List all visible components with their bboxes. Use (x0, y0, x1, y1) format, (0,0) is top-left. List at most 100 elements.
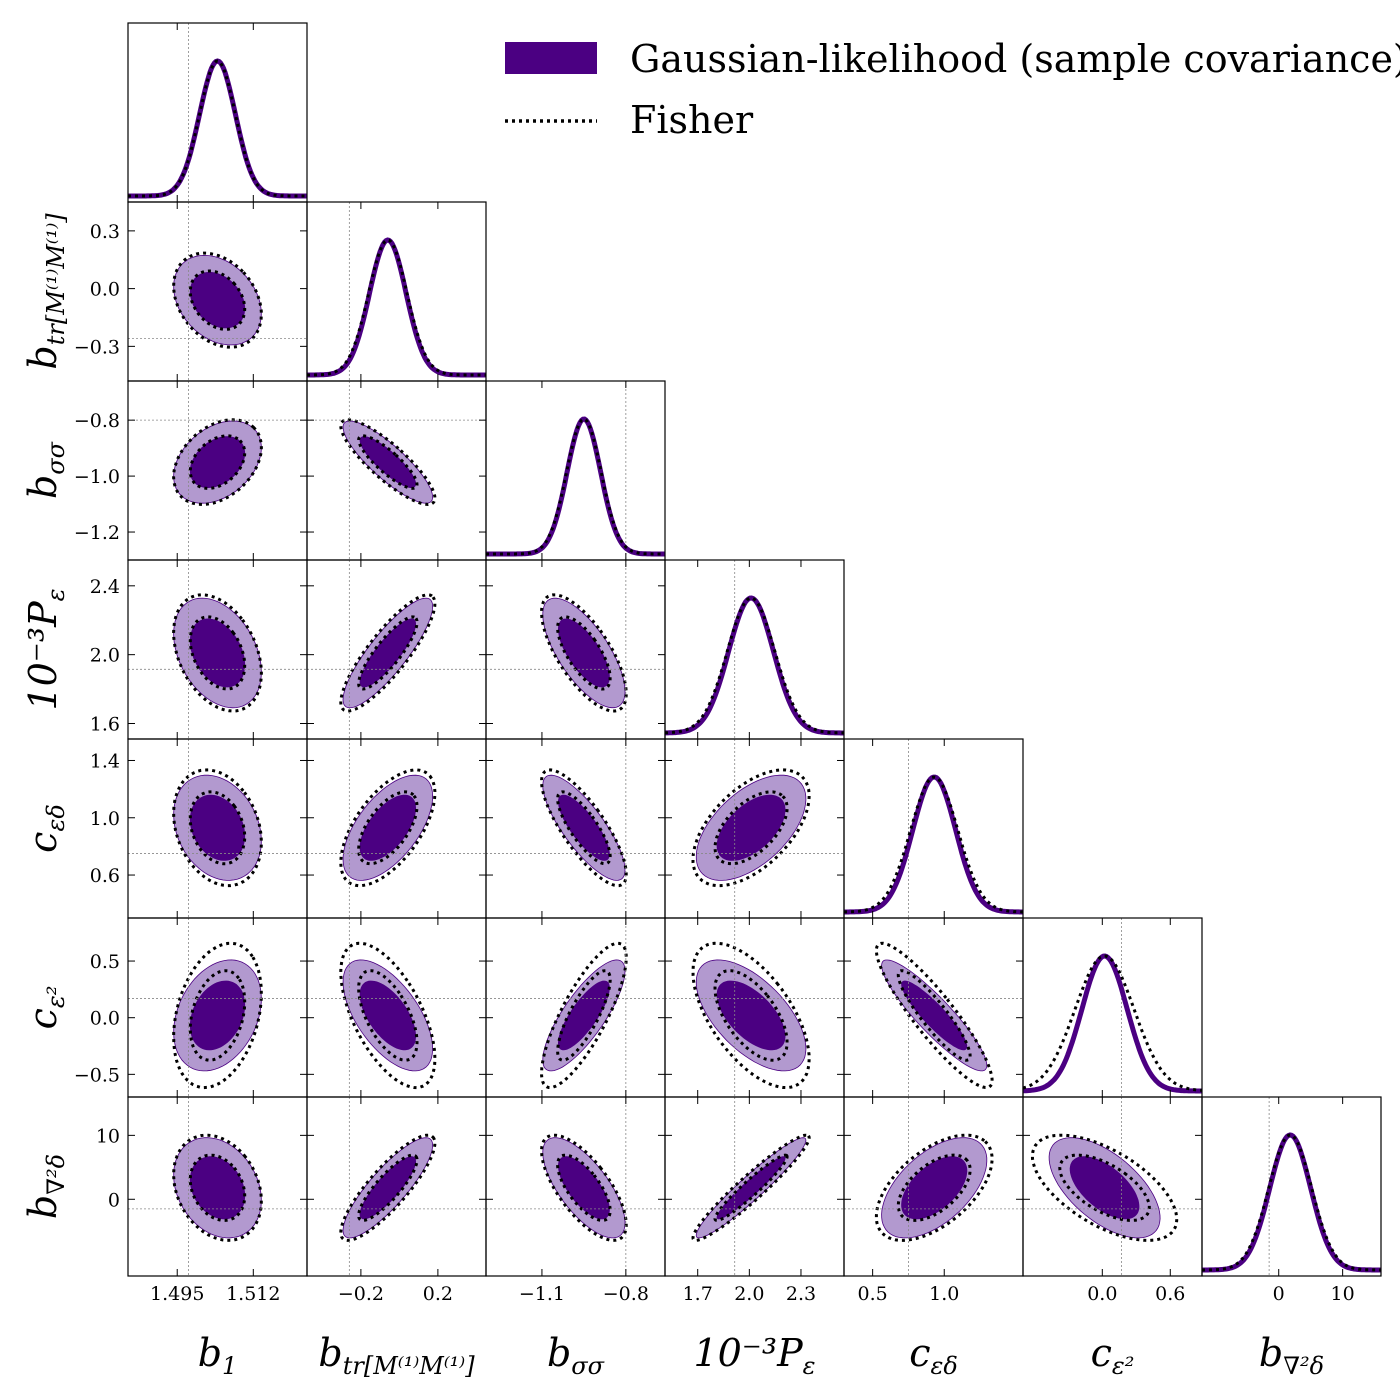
fisher-68-ce2-b1 (188, 969, 247, 1062)
panel-frame (485, 380, 666, 561)
y-axis-label-ced: cεδ (21, 804, 70, 853)
x-tick-label-b1: 1.512 (226, 1283, 280, 1305)
panel-bnd-ced (844, 1097, 1023, 1276)
y-tick-label-bss: −1.0 (74, 466, 120, 488)
y-tick-label-ce2: −0.5 (74, 1064, 120, 1086)
legend-swatch-gaussian (505, 42, 597, 74)
y-tick-label-bnd: 10 (96, 1125, 120, 1147)
panel-Peps-bss (486, 560, 665, 739)
y-axis-label-ce2: cε² (21, 986, 70, 1030)
fisher-1d-ce2 (1023, 954, 1202, 1092)
fisher-68-ce2-ced (896, 969, 972, 1062)
fisher-68-bnd-bss (556, 1153, 612, 1222)
fisher-95-ce2-btr (339, 941, 437, 1090)
panel-frame (664, 559, 845, 740)
fisher-68-bnd-b1 (188, 1153, 247, 1222)
fisher-68-Peps-bss (556, 615, 612, 691)
fisher-95-Peps-btr (339, 593, 437, 713)
fisher-68-ced-b1 (188, 790, 247, 866)
fisher-95-bnd-ced (874, 1133, 994, 1242)
fisher-95-bss-b1 (172, 418, 263, 507)
y-axis-label-bss: bσσ (21, 441, 70, 499)
fisher-1d-b1 (128, 59, 307, 198)
x-tick-label-bnd: 0 (1273, 1283, 1285, 1305)
legend-label-gaussian: Gaussian-likelihood (sample covariance) (630, 37, 1400, 81)
contour-68-ced-btr (359, 794, 416, 861)
contour-68-bnd-b1 (189, 1156, 246, 1220)
y-tick-label-ce2: 0.5 (90, 951, 120, 973)
x-tick-label-Peps: 2.0 (734, 1283, 764, 1305)
posterior-1d-bnd (1202, 1132, 1381, 1273)
fisher-68-bnd-Peps (713, 1153, 789, 1222)
fisher-1d-btr (307, 238, 486, 377)
panel-ce2-b1 (128, 918, 307, 1097)
x-axis-label-ced: cεδ (909, 1331, 958, 1380)
panel-frame (843, 738, 1024, 919)
panel-ced-bss (486, 739, 665, 918)
posterior-1d-ced (844, 774, 1023, 915)
fisher-68-bnd-ced (896, 1153, 972, 1222)
panel-bss-b1 (128, 381, 307, 560)
y-tick-label-btr: −0.3 (74, 336, 120, 358)
panel-bnd-bnd (1202, 1097, 1381, 1276)
x-tick-label-ced: 0.5 (858, 1283, 888, 1305)
posterior-1d-btr (307, 237, 486, 378)
y-tick-label-bss: −0.8 (74, 410, 120, 432)
fisher-1d-bnd (1202, 1133, 1381, 1272)
fisher-95-ce2-b1 (172, 941, 263, 1090)
axis-labels-group: 1.495 1.512 b1 −0.2 0.2 btr[M⁽¹⁾M⁽¹⁾] −1.1 −0.8… (21, 213, 1355, 1380)
x-axis-label-Peps: 10⁻³Pε (693, 1331, 815, 1380)
panel-btr-b1 (128, 202, 307, 381)
panel-ced-b1 (128, 739, 307, 918)
fisher-95-ced-bss (540, 768, 628, 888)
fisher-95-ce2-Peps (691, 941, 811, 1090)
panel-frame (306, 201, 487, 382)
panel-frame (1201, 1096, 1382, 1277)
x-tick-label-bss: −0.8 (603, 1283, 649, 1305)
fisher-68-Peps-btr (357, 615, 419, 691)
fisher-95-ced-btr (339, 768, 437, 888)
fisher-95-ce2-bss (540, 941, 628, 1090)
posterior-1d-b1 (128, 58, 307, 199)
y-axis-label-Peps: 10⁻³Pε (21, 588, 70, 710)
panel-bnd-b1 (128, 1097, 307, 1276)
panel-bss-bss (486, 381, 665, 560)
x-tick-label-Peps: 1.7 (683, 1283, 713, 1305)
fisher-95-bnd-b1 (172, 1133, 263, 1242)
legend: Gaussian-likelihood (sample covariance) … (505, 37, 1400, 142)
fisher-68-bnd-ce2 (1058, 1153, 1151, 1222)
y-tick-label-btr: 0.0 (90, 279, 120, 301)
panel-bnd-bss (486, 1097, 665, 1276)
fisher-95-ce2-ced (874, 941, 994, 1089)
fisher-68-Peps-b1 (188, 615, 247, 691)
x-tick-label-ce2: 0.6 (1155, 1283, 1185, 1305)
x-tick-label-b1: 1.495 (150, 1283, 204, 1305)
y-tick-label-ced: 1.0 (90, 808, 120, 830)
fisher-68-ce2-btr (357, 969, 419, 1062)
panel-ced-ced (844, 739, 1023, 918)
x-tick-label-bss: −1.1 (519, 1283, 565, 1305)
posterior-1d-Peps (665, 595, 844, 736)
fisher-68-ce2-Peps (713, 969, 789, 1062)
panel-ced-btr (307, 739, 486, 918)
posterior-1d-bss (486, 416, 665, 557)
fisher-68-ced-bss (556, 790, 612, 866)
y-tick-label-bss: −1.2 (74, 522, 120, 544)
fisher-1d-bss (486, 417, 665, 556)
contour-68-bnd-ced (901, 1156, 968, 1220)
panel-bnd-btr (307, 1097, 486, 1276)
y-tick-label-ced: 0.6 (90, 865, 120, 887)
fisher-95-ced-b1 (172, 768, 263, 888)
x-tick-label-ce2: 0.0 (1087, 1283, 1117, 1305)
panel-bnd-ce2 (1023, 1097, 1202, 1276)
fisher-95-bnd-btr (339, 1133, 437, 1242)
panel-Peps-Peps (665, 560, 844, 739)
fisher-68-ced-btr (357, 790, 419, 866)
y-tick-label-Peps: 1.6 (90, 714, 120, 736)
panel-Peps-btr (307, 560, 486, 739)
y-tick-label-Peps: 2.0 (90, 645, 120, 667)
legend-label-fisher: Fisher (630, 98, 754, 142)
panel-ce2-Peps (665, 918, 844, 1097)
y-tick-label-Peps: 2.4 (90, 576, 120, 598)
